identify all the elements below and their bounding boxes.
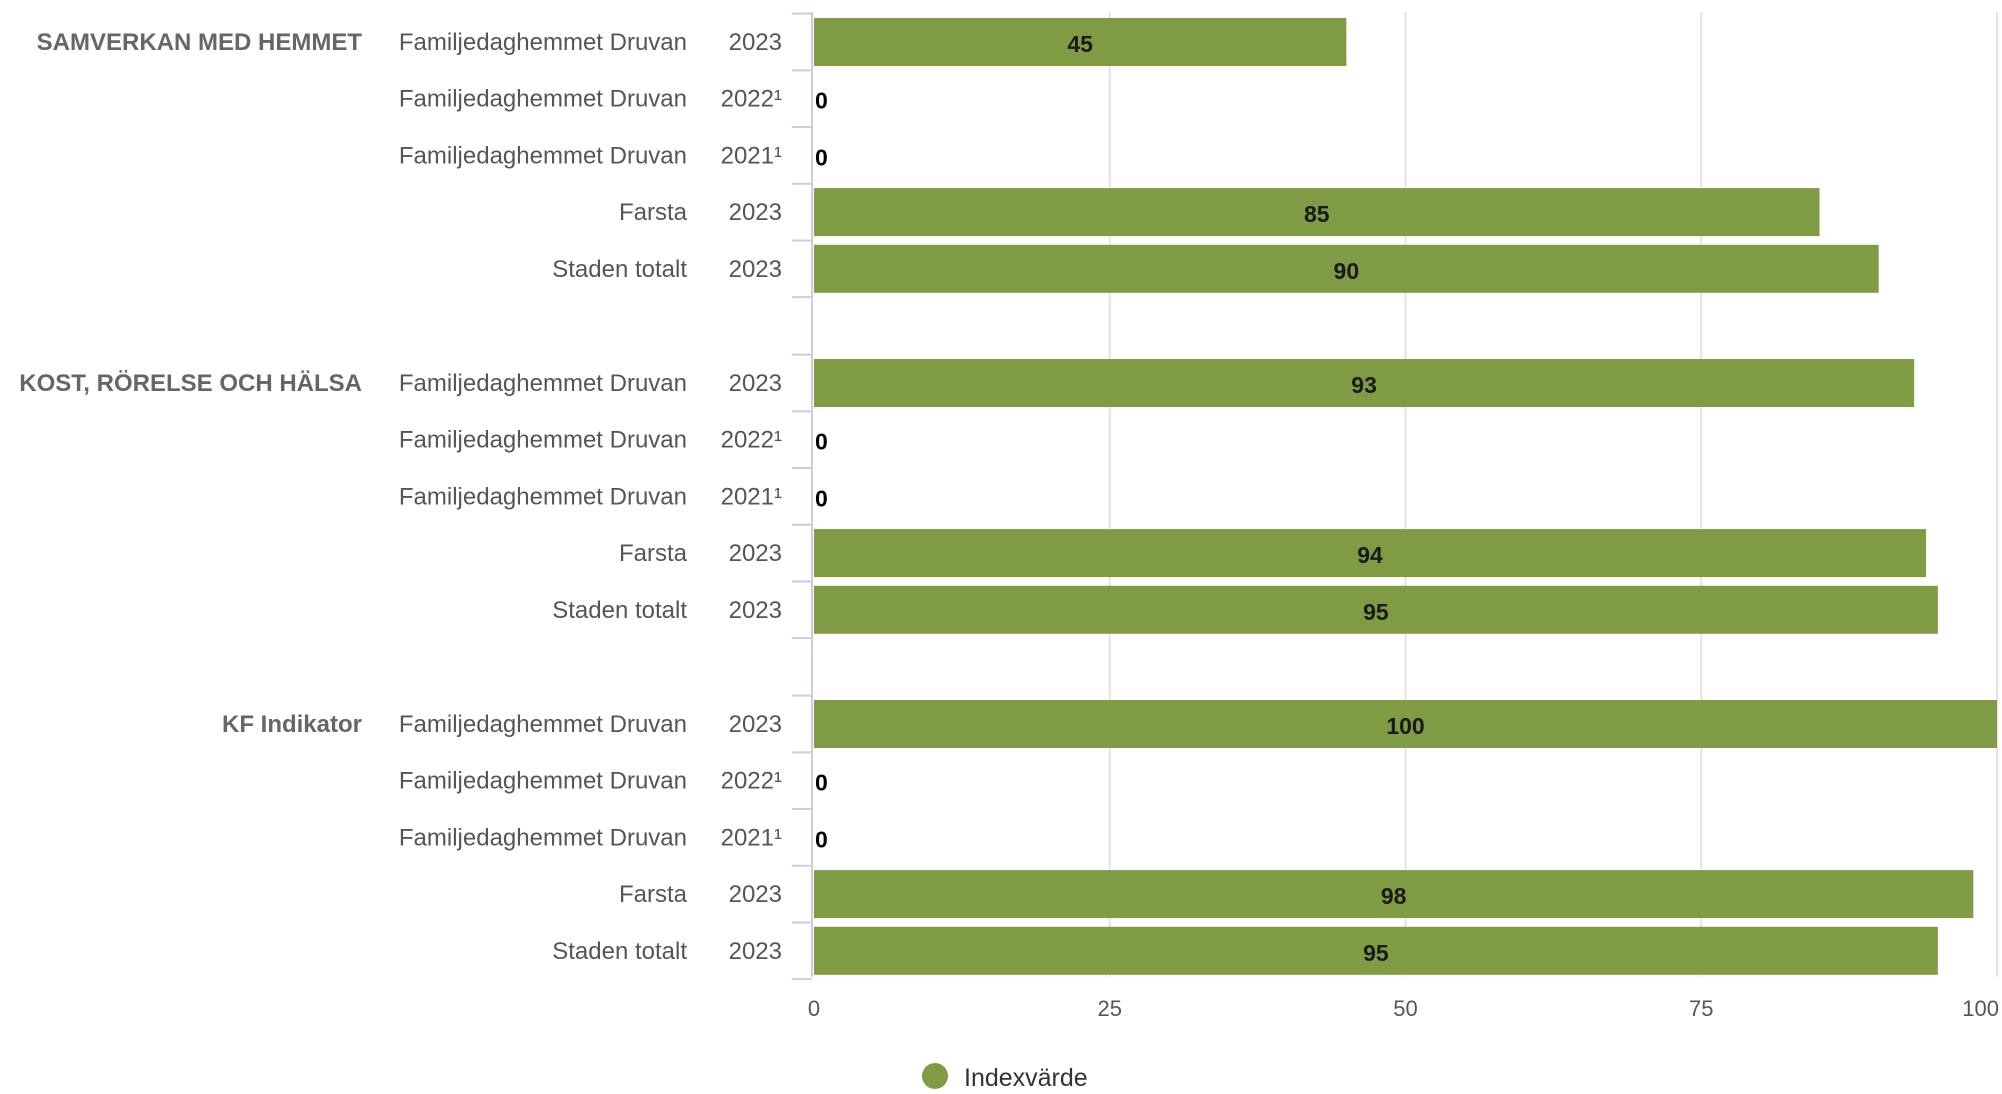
unit-label: Farsta [619, 540, 688, 567]
year-label: 2023 [729, 29, 782, 56]
unit-label: Staden totalt [552, 938, 687, 965]
data-label: 0 [815, 88, 828, 114]
year-label: 2023 [729, 938, 782, 965]
group-label: KOST, RÖRELSE OCH HÄLSA [19, 370, 362, 397]
unit-label: Familjedaghemmet Druvan [399, 29, 687, 56]
bar[interactable] [814, 359, 1915, 407]
gridlines [1108, 12, 1998, 977]
data-label: 0 [815, 144, 828, 170]
unit-label: Familjedaghemmet Druvan [399, 86, 687, 113]
year-label: 2021¹ [721, 824, 782, 851]
data-label: 0 [815, 770, 828, 796]
year-label: 2022¹ [721, 86, 782, 113]
year-label: 2021¹ [721, 483, 782, 510]
unit-label: Familjedaghemmet Druvan [399, 768, 687, 795]
legend-label: Indexvärde [964, 1064, 1088, 1092]
data-label: 95 [1363, 940, 1389, 966]
year-label: 2023 [729, 199, 782, 226]
x-tick-label: 0 [808, 996, 820, 1021]
data-label: 95 [1363, 599, 1389, 625]
y-axis [792, 12, 813, 981]
x-axis-ticks: 0 25 50 75 100 [808, 996, 1999, 1021]
data-label: 94 [1357, 542, 1383, 568]
bar[interactable] [814, 244, 1879, 293]
year-label: 2023 [729, 540, 782, 567]
year-label: 2023 [729, 881, 782, 908]
year-label: 2021¹ [721, 142, 782, 169]
data-label: 45 [1067, 31, 1093, 57]
year-label: 2023 [729, 711, 782, 738]
year-label: 2023 [729, 370, 782, 397]
unit-label: Familjedaghemmet Druvan [399, 483, 687, 510]
x-tick-label: 50 [1393, 996, 1417, 1021]
legend-marker-icon [922, 1063, 948, 1089]
group-label: SAMVERKAN MED HEMMET [37, 29, 363, 56]
unit-label: Farsta [619, 199, 688, 226]
unit-label: Familjedaghemmet Druvan [399, 711, 687, 738]
data-label: 93 [1351, 372, 1377, 398]
year-label: 2023 [729, 597, 782, 624]
bar[interactable] [814, 188, 1820, 237]
unit-label: Familjedaghemmet Druvan [399, 370, 687, 397]
bar[interactable] [814, 585, 1938, 634]
year-label: 2023 [729, 256, 782, 283]
x-tick-label: 25 [1098, 996, 1122, 1021]
bars: 45 0 0 85 90 93 0 0 94 95 100 0 0 98 95 [814, 18, 1997, 975]
data-label: 0 [815, 429, 828, 455]
unit-label: Familjedaghemmet Druvan [399, 824, 687, 851]
legend[interactable]: Indexvärde [922, 1063, 1088, 1092]
bar[interactable] [814, 529, 1927, 578]
unit-label: Staden totalt [552, 597, 687, 624]
unit-label: Familjedaghemmet Druvan [399, 427, 687, 454]
data-label: 90 [1334, 258, 1360, 284]
bar[interactable] [814, 926, 1938, 975]
unit-label: Farsta [619, 881, 688, 908]
unit-label: Staden totalt [552, 256, 687, 283]
data-label: 100 [1386, 713, 1424, 739]
bar[interactable] [814, 700, 1997, 748]
data-label: 85 [1304, 201, 1330, 227]
bar[interactable] [814, 18, 1347, 66]
year-label: 2022¹ [721, 768, 782, 795]
data-label: 98 [1381, 883, 1407, 909]
year-label: 2022¹ [721, 427, 782, 454]
category-labels: 2023 Familjedaghemmet Druvan SAMVERKAN MED… [19, 29, 782, 965]
bar[interactable] [814, 870, 1974, 919]
x-tick-label: 75 [1689, 996, 1713, 1021]
unit-label: Familjedaghemmet Druvan [399, 142, 687, 169]
data-label: 0 [815, 485, 828, 511]
group-label: KF Indikator [222, 711, 362, 738]
x-tick-label: 100 [1962, 996, 1999, 1021]
data-label: 0 [815, 826, 828, 852]
